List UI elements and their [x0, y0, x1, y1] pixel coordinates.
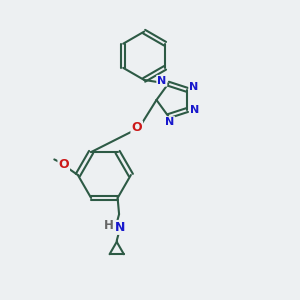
Text: N: N — [190, 105, 200, 115]
Text: N: N — [115, 221, 125, 234]
Text: N: N — [157, 76, 167, 86]
Text: O: O — [58, 158, 69, 171]
Text: O: O — [131, 122, 142, 134]
Text: N: N — [189, 82, 199, 92]
Text: H: H — [103, 219, 113, 232]
Text: N: N — [165, 117, 174, 127]
